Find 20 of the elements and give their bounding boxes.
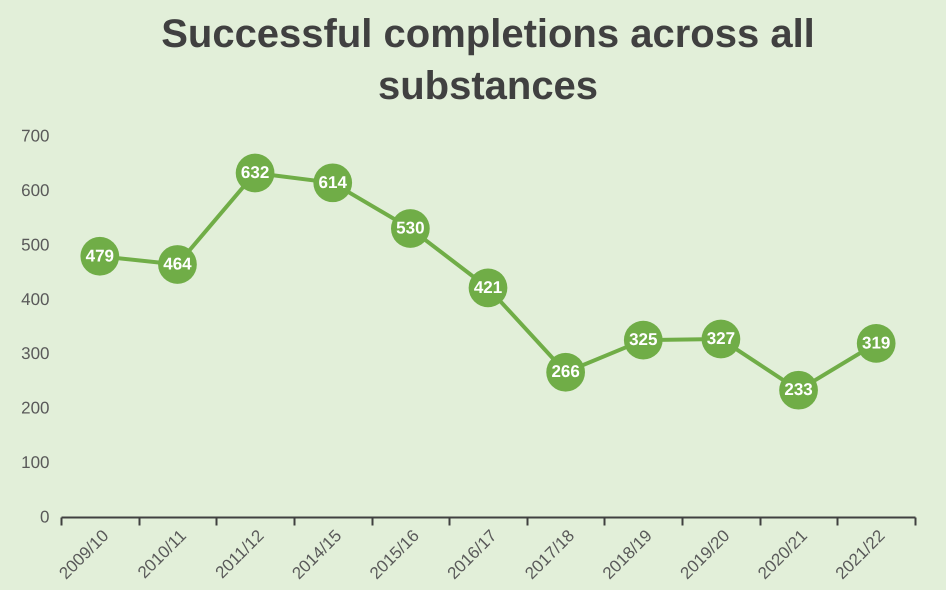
data-label: 327 [706,329,736,348]
y-tick-label: 300 [21,344,50,364]
chart-title: Successful completions across all substances [161,12,815,108]
data-label: 233 [784,380,813,400]
data-label: 421 [474,278,502,297]
data-label: 479 [86,246,114,266]
data-label: 464 [163,254,192,274]
y-tick-label: 400 [21,290,50,309]
data-label: 319 [862,333,890,352]
y-tick-label: 700 [21,126,50,146]
data-label: 325 [629,330,658,350]
data-label: 632 [240,163,270,182]
y-tick-label: 0 [40,508,50,526]
data-label: 614 [318,172,348,192]
y-tick-label: 600 [21,180,50,200]
y-tick-label: 500 [21,235,50,254]
data-label: 266 [551,362,580,382]
data-label: 530 [396,218,425,238]
y-tick-label: 100 [21,453,50,472]
y-tick-label: 200 [21,398,50,418]
